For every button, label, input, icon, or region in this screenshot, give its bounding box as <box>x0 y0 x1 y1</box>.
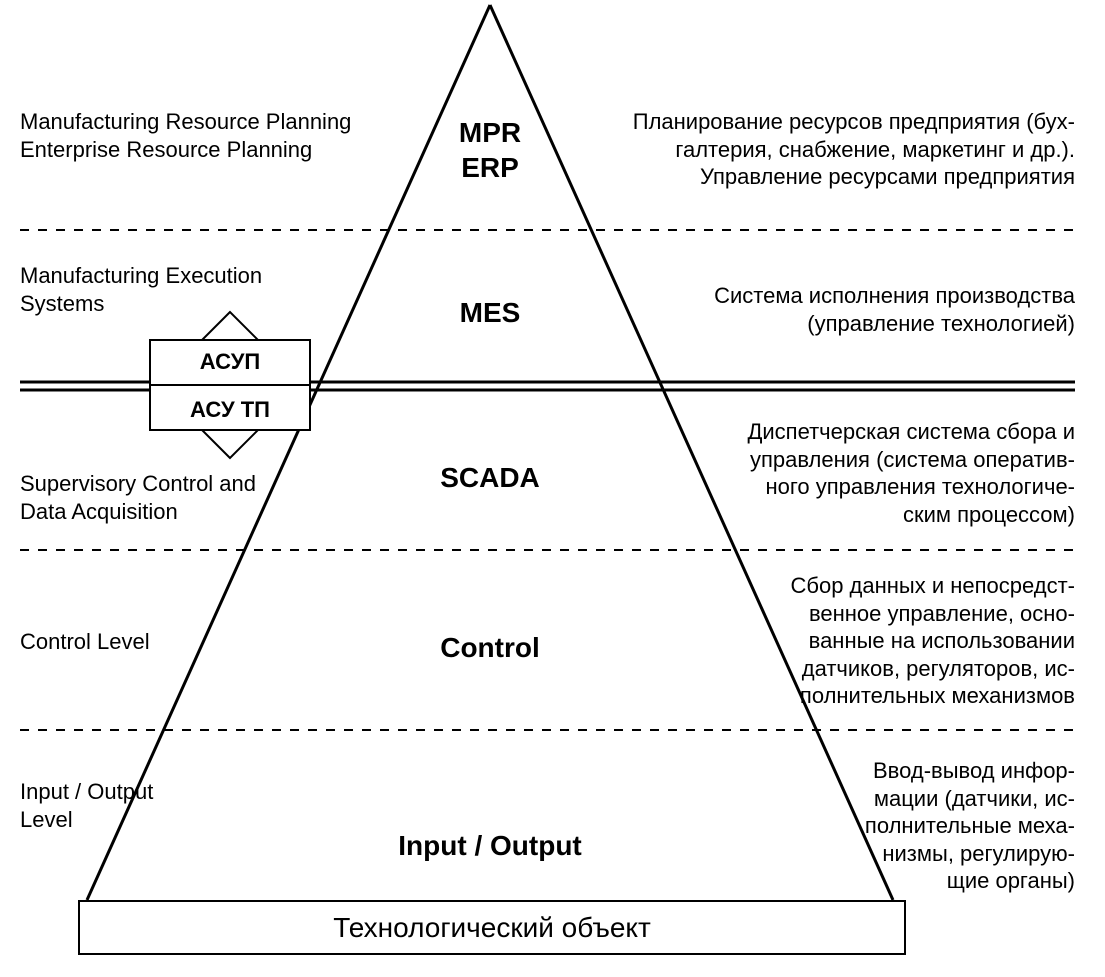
level-5-right-label: Ввод-вывод инфор-мации (датчики, ис-полн… <box>835 757 1075 895</box>
bottom-box-label: Технологический объект <box>333 912 651 944</box>
level-4-left-label: Control Level <box>20 628 320 656</box>
arrow-box-group <box>150 312 310 458</box>
text: Control Level <box>20 629 150 654</box>
text: АСУП <box>200 349 260 374</box>
arrow-box-top-label: АСУП <box>150 348 310 376</box>
level-5-center-label: Input / Output <box>380 828 600 863</box>
level-5-left-label: Input / OutputLevel <box>20 778 220 833</box>
level-1-right-label: Планирование ресурсов предприятия (бух-г… <box>595 108 1075 191</box>
text: Планирование ресурсов предприятия (бух-г… <box>633 109 1075 189</box>
bottom-box: Технологический объект <box>78 900 906 955</box>
level-4-right-label: Сбор данных и непосредст-венное управлен… <box>755 572 1075 710</box>
text: MES <box>460 297 521 328</box>
level-3-right-label: Диспетчерская система сбора иуправления … <box>695 418 1075 528</box>
arrow-box-bottom-label: АСУ ТП <box>150 396 310 424</box>
text: Supervisory Control andData Acquisition <box>20 471 256 524</box>
text: Manufacturing ExecutionSystems <box>20 263 262 316</box>
text: Control <box>440 632 540 663</box>
text: АСУ ТП <box>190 397 270 422</box>
down-arrow-icon <box>200 428 260 458</box>
level-4-center-label: Control <box>410 630 570 665</box>
text: Input / Output <box>398 830 582 861</box>
level-2-right-label: Система исполнения производства(управлен… <box>635 282 1075 337</box>
text: Input / OutputLevel <box>20 779 153 832</box>
level-3-left-label: Supervisory Control andData Acquisition <box>20 470 320 525</box>
pyramid-diagram: Manufacturing Resource PlanningEnterpris… <box>0 0 1105 977</box>
level-2-center-label: MES <box>430 295 550 330</box>
text: Manufacturing Resource PlanningEnterpris… <box>20 109 351 162</box>
text: Система исполнения производства(управлен… <box>714 283 1075 336</box>
text: Сбор данных и непосредст-венное управлен… <box>790 573 1075 708</box>
level-1-center-label: MPRERP <box>430 115 550 185</box>
level-2-left-label: Manufacturing ExecutionSystems <box>20 262 320 317</box>
text: Диспетчерская система сбора иуправления … <box>747 419 1075 527</box>
text: Ввод-вывод инфор-мации (датчики, ис-полн… <box>865 758 1075 893</box>
text: MPRERP <box>459 117 521 183</box>
text: SCADA <box>440 462 540 493</box>
level-1-left-label: Manufacturing Resource PlanningEnterpris… <box>20 108 420 163</box>
level-3-center-label: SCADA <box>410 460 570 495</box>
